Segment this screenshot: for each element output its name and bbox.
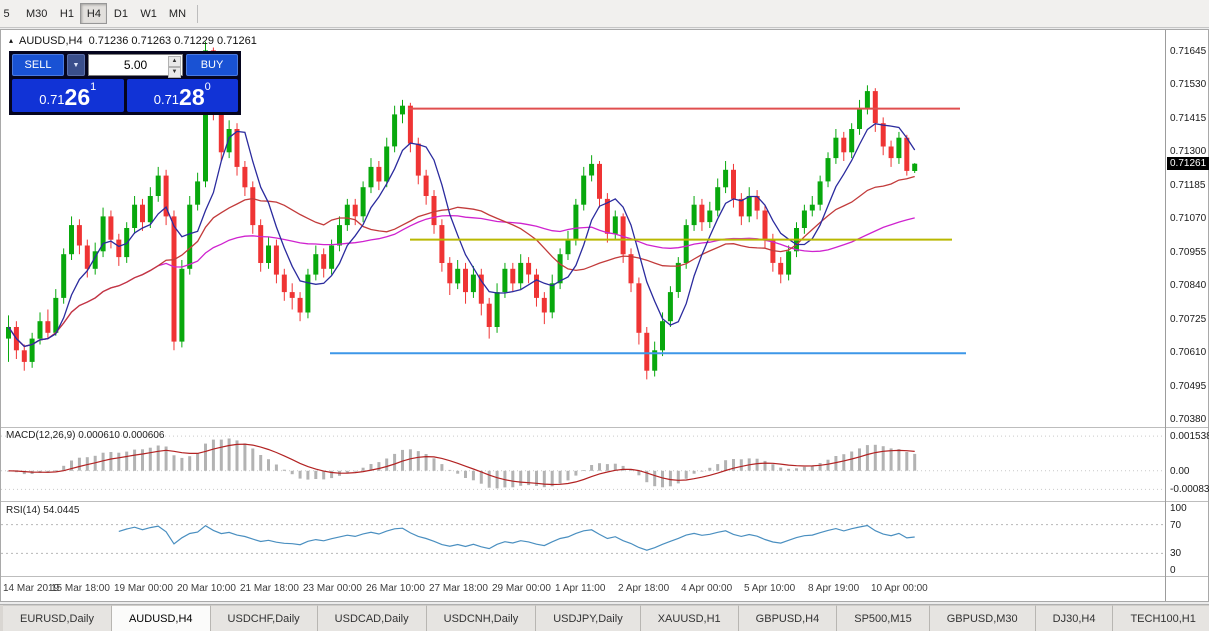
- time-axis-label: 4 Apr 00:00: [681, 583, 733, 594]
- spinner-down-icon[interactable]: ▼: [168, 67, 181, 78]
- spinner-up-icon[interactable]: ▲: [168, 56, 181, 67]
- timeframe-button-m30[interactable]: M30: [20, 3, 54, 24]
- chart-window[interactable]: ▴ AUDUSD,H4 0.71236 0.71263 0.71229 0.71…: [0, 29, 1209, 602]
- macd-axis-label: -0.00083: [1170, 484, 1209, 495]
- price-axis-label: 0.71530: [1170, 79, 1207, 90]
- macd-panel[interactable]: [1, 428, 1164, 500]
- rsi-axis-label: 0: [1170, 565, 1176, 576]
- price-chart[interactable]: [1, 30, 1164, 426]
- tab-sp500-m15[interactable]: SP500,M15: [837, 605, 930, 631]
- panel-separator[interactable]: [1, 501, 1208, 502]
- tab-usdcad-daily[interactable]: USDCAD,Daily: [317, 605, 427, 631]
- rsi-axis-label: 100: [1170, 503, 1187, 514]
- sell-price-point: 1: [90, 81, 97, 93]
- buy-button[interactable]: BUY: [186, 54, 238, 76]
- sell-price-pips: 26: [64, 84, 91, 110]
- sell-price-box[interactable]: 0.71 26 1: [12, 79, 124, 112]
- price-axis-label: 0.70610: [1170, 347, 1207, 358]
- price-axis-label: 0.70495: [1170, 381, 1207, 392]
- panel-separator: [1, 576, 1208, 577]
- buy-price-pips: 28: [179, 84, 205, 110]
- price-axis-label: 0.71300: [1170, 146, 1207, 157]
- tab-dj30-h4[interactable]: DJ30,H4: [1035, 605, 1114, 631]
- timeframe-button-h1[interactable]: H1: [53, 3, 81, 24]
- volume-dropdown-button[interactable]: ▼: [67, 54, 85, 76]
- rsi-label: RSI(14) 54.0445: [6, 505, 80, 516]
- tab-eurusd-daily[interactable]: EURUSD,Daily: [3, 605, 112, 631]
- price-axis-label: 0.70955: [1170, 247, 1207, 258]
- tab-xauusd-h1[interactable]: XAUUSD,H1: [640, 605, 739, 631]
- tab-gbpusd-h4[interactable]: GBPUSD,H4: [738, 605, 838, 631]
- time-axis-label: 23 Mar 00:00: [303, 583, 362, 594]
- buy-price-prefix: 0.71: [153, 92, 180, 107]
- trade-prices-row: 0.71 26 1 0.71 28 0: [12, 79, 238, 112]
- sell-price-prefix: 0.71: [39, 92, 65, 107]
- timeframe-toolbar: 5 M30 H1 H4 D1 W1 MN: [0, 0, 1209, 28]
- rsi-axis-label: 30: [1170, 548, 1182, 559]
- toolbar-divider: [197, 4, 199, 23]
- chart-header: ▴ AUDUSD,H4 0.71236 0.71263 0.71229 0.71…: [9, 35, 257, 47]
- macd-label: MACD(12,26,9) 0.000610 0.000606: [6, 430, 165, 441]
- time-axis-label: 14 Mar 2019: [3, 583, 60, 594]
- axis-separator: [1165, 30, 1166, 601]
- tab-audusd-h4[interactable]: AUDUSD,H4: [111, 605, 211, 631]
- timeframe-button-mn[interactable]: MN: [162, 3, 193, 24]
- volume-field[interactable]: 5.00 ▲ ▼: [88, 54, 183, 78]
- one-click-trading-panel: SELL ▼ 5.00 ▲ ▼ BUY 0.71 26 1 0.71 28 0: [9, 51, 241, 115]
- rsi-axis-label: 70: [1170, 520, 1182, 531]
- time-axis-label: 19 Mar 00:00: [114, 583, 173, 594]
- time-axis-label: 20 Mar 10:00: [177, 583, 236, 594]
- time-axis-label: 21 Mar 18:00: [240, 583, 299, 594]
- chart-symbol-label: AUDUSD,H4: [19, 35, 83, 47]
- price-axis-label: 0.71415: [1170, 113, 1207, 124]
- price-axis-label: 0.71070: [1170, 213, 1207, 224]
- time-axis-label: 5 Apr 10:00: [744, 583, 796, 594]
- price-axis-label: 0.71645: [1170, 46, 1207, 57]
- chart-symbol-icon: ▴: [9, 36, 14, 45]
- timeframe-button-d1[interactable]: D1: [107, 3, 135, 24]
- time-axis-label: 10 Apr 00:00: [871, 583, 928, 594]
- timeframe-button-w1[interactable]: W1: [134, 3, 163, 24]
- time-axis-label: 8 Apr 19:00: [808, 583, 860, 594]
- tab-gbpusd-m30[interactable]: GBPUSD,M30: [929, 605, 1036, 631]
- time-axis-label: 15 Mar 18:00: [51, 583, 110, 594]
- volume-value: 5.00: [123, 58, 148, 72]
- buy-price-box[interactable]: 0.71 28 0: [126, 79, 238, 112]
- macd-axis-label: 0.0015385: [1170, 431, 1209, 442]
- price-axis-label: 0.70380: [1170, 414, 1207, 425]
- tab-usdchf-daily[interactable]: USDCHF,Daily: [210, 605, 318, 631]
- tab-usdjpy-daily[interactable]: USDJPY,Daily: [536, 605, 641, 631]
- trade-controls-row: SELL ▼ 5.00 ▲ ▼ BUY: [12, 54, 238, 78]
- panel-separator[interactable]: [1, 427, 1208, 428]
- chart-tabs-bar: EURUSD,Daily AUDUSD,H4 USDCHF,Daily USDCAD,…: [0, 604, 1209, 631]
- price-axis-label: 0.70725: [1170, 314, 1207, 325]
- chevron-down-icon: ▼: [72, 61, 80, 69]
- timeframe-button-5[interactable]: 5: [0, 3, 20, 24]
- price-axis-label: 0.70840: [1170, 280, 1207, 291]
- time-axis[interactable]: 14 Mar 2019 15 Mar 18:00 19 Mar 00:00 20 Ma…: [1, 578, 1164, 602]
- buy-price-point: 0: [204, 81, 211, 93]
- timeframe-button-h4[interactable]: H4: [80, 3, 108, 24]
- price-axis[interactable]: 0.71645 0.71530 0.71415 0.71300 0.71185 0.710…: [1167, 30, 1209, 601]
- tab-usdcnh-daily[interactable]: USDCNH,Daily: [426, 605, 537, 631]
- time-axis-label: 2 Apr 18:00: [618, 583, 670, 594]
- time-axis-label: 1 Apr 11:00: [555, 583, 606, 594]
- rsi-panel[interactable]: [1, 503, 1164, 575]
- sell-button[interactable]: SELL: [12, 54, 64, 76]
- tab-tech100-h1[interactable]: TECH100,H1: [1113, 605, 1209, 631]
- macd-axis-label: 0.00: [1170, 466, 1190, 477]
- time-axis-label: 26 Mar 10:00: [366, 583, 425, 594]
- time-axis-label: 29 Mar 00:00: [492, 583, 551, 594]
- time-axis-label: 27 Mar 18:00: [429, 583, 488, 594]
- price-axis-label: 0.71185: [1170, 180, 1206, 191]
- chart-ohlc-values: 0.71236 0.71263 0.71229 0.71261: [88, 35, 257, 47]
- volume-spinner[interactable]: ▲ ▼: [168, 56, 181, 78]
- current-price-badge: 0.71261: [1167, 157, 1209, 170]
